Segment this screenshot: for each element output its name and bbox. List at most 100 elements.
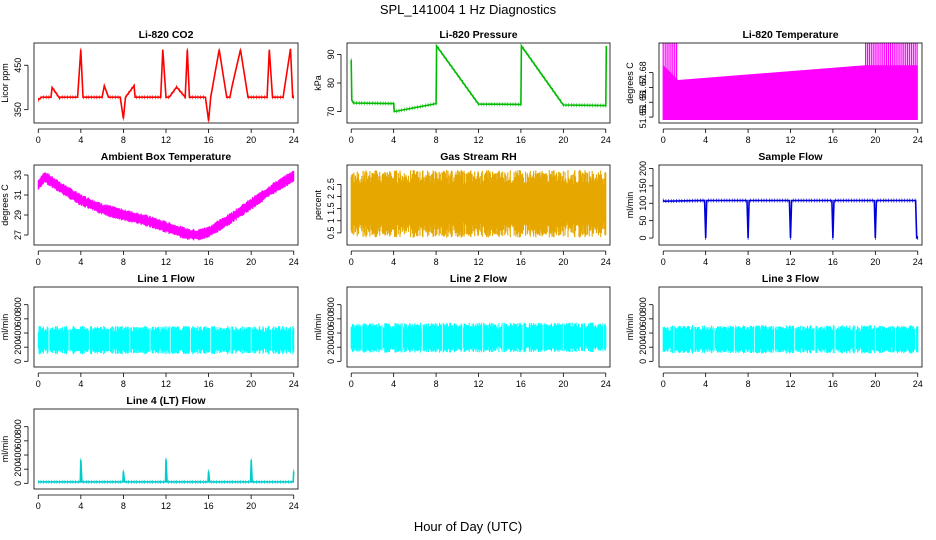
x-axis: 0 4 8 12 16 20 24 <box>349 372 611 389</box>
x-tick-label: 16 <box>204 135 214 145</box>
y-tick-label: 29 <box>13 210 23 220</box>
series-band <box>37 170 295 241</box>
panel-title: Gas Stream RH <box>440 151 516 163</box>
plot-frame <box>346 286 611 368</box>
y-tick-label: 450 <box>13 58 23 73</box>
y-tick-label: 0 <box>638 236 648 241</box>
x-tick-label: 8 <box>746 379 751 389</box>
series-spikes <box>662 43 918 121</box>
x-tick-label: 12 <box>785 379 795 389</box>
plot-frame <box>33 42 299 124</box>
y-tick-label: 31 <box>13 190 23 200</box>
y-tick-label: 90 <box>326 49 336 59</box>
y-tick-label: 600 <box>13 433 23 448</box>
x-tick-label: 0 <box>36 135 41 145</box>
plot-frame <box>346 42 611 124</box>
x-tick-label: 8 <box>746 135 751 145</box>
series-noise <box>662 198 919 240</box>
x-axis: 0 4 8 12 16 20 24 <box>661 372 923 389</box>
plot-area <box>662 43 918 121</box>
x-axis: 0 4 8 12 16 20 24 <box>349 250 611 267</box>
x-tick-label: 0 <box>661 135 666 145</box>
panel-title: Line 1 Flow <box>137 273 195 285</box>
y-tick-label: 200 <box>638 161 648 176</box>
x-tick-label: 0 <box>36 501 41 511</box>
series-line <box>38 459 295 483</box>
x-tick-label: 0 <box>661 257 666 267</box>
x-tick-label: 8 <box>746 257 751 267</box>
y-tick-label: 33 <box>13 170 23 180</box>
x-tick-label: 20 <box>246 257 256 267</box>
x-tick-label: 4 <box>391 257 396 267</box>
x-tick-label: 24 <box>601 379 611 389</box>
x-tick-label: 20 <box>870 257 880 267</box>
y-tick-label: 70 <box>326 107 336 117</box>
x-tick-label: 24 <box>913 257 923 267</box>
y-tick-label: 51.65 <box>638 106 648 129</box>
y-tick-label: 600 <box>638 311 648 326</box>
x-tick-label: 16 <box>516 135 526 145</box>
x-tick-label: 4 <box>78 501 83 511</box>
y-tick-label: 350 <box>13 102 23 117</box>
panel-title: Sample Flow <box>758 151 823 163</box>
y-tick-label: 800 <box>326 297 336 312</box>
x-tick-label: 24 <box>289 257 299 267</box>
x-tick-label: 4 <box>78 135 83 145</box>
plot-frame <box>658 164 923 246</box>
panel-line2: Line 2 Flow ml/min 0 4 8 12 16 20 24 0 20040060080… <box>313 273 611 389</box>
x-tick-label: 16 <box>516 379 526 389</box>
y-axis: 27 29 31 33 <box>13 170 29 240</box>
y-tick-label: 0.5 <box>326 227 336 240</box>
x-axis: 0 4 8 12 16 20 24 <box>349 128 611 145</box>
x-tick-label: 0 <box>349 379 354 389</box>
plot-area <box>350 170 607 238</box>
y-axis-label: ml/min <box>313 314 323 341</box>
y-tick-label: 200 <box>638 340 648 355</box>
y-tick-label: 800 <box>13 297 23 312</box>
plot-frame <box>33 408 299 490</box>
x-tick-label: 4 <box>391 135 396 145</box>
x-axis: 0 4 8 12 16 20 24 <box>36 128 299 145</box>
y-tick-label: 150 <box>638 178 648 193</box>
y-axis: 70 80 90 <box>326 49 342 117</box>
y-tick-label: 400 <box>638 326 648 341</box>
y-axis-label: degrees C <box>625 62 635 104</box>
x-tick-label: 8 <box>434 135 439 145</box>
x-tick-label: 20 <box>246 379 256 389</box>
y-tick-label: 50 <box>638 216 648 226</box>
y-tick-label: 51.67 <box>638 76 648 99</box>
y-tick-label: 400 <box>13 326 23 341</box>
y-tick-label: 800 <box>13 419 23 434</box>
x-tick-label: 12 <box>785 135 795 145</box>
x-tick-label: 0 <box>661 379 666 389</box>
y-tick-label: 27 <box>13 230 23 240</box>
series-area <box>663 65 918 121</box>
plot-frame <box>346 164 611 246</box>
x-tick-label: 12 <box>161 135 171 145</box>
x-tick-label: 12 <box>785 257 795 267</box>
series-gaps <box>48 287 293 367</box>
y-axis-label: ml/min <box>0 314 10 341</box>
panel-pressure: Li-820 Pressure kPa 0 4 8 12 16 20 24 70 80 90 <box>313 29 611 145</box>
x-tick-label: 20 <box>870 379 880 389</box>
series-band <box>37 325 295 355</box>
panel-ambient: Ambient Box Temperature degrees C 0 4 8 12 16 2… <box>0 151 299 267</box>
x-tick-label: 24 <box>913 135 923 145</box>
panel-title: Li-820 Temperature <box>742 29 838 41</box>
y-axis-label: ml/min <box>0 436 10 463</box>
x-tick-label: 8 <box>434 257 439 267</box>
series-band <box>350 322 607 353</box>
x-axis: 0 4 8 12 16 20 24 <box>36 250 299 267</box>
y-axis: 0 50 100 150 200 <box>638 161 654 241</box>
x-axis: 0 4 8 12 16 20 24 <box>36 494 299 511</box>
series-noise <box>38 457 294 484</box>
y-tick-label: 2.5 <box>326 178 336 191</box>
panel-title: Li-820 Pressure <box>439 29 517 41</box>
x-tick-label: 16 <box>204 257 214 267</box>
panel-title: Li-820 CO2 <box>139 29 194 41</box>
x-tick-label: 24 <box>289 379 299 389</box>
plot-frame <box>33 164 299 246</box>
